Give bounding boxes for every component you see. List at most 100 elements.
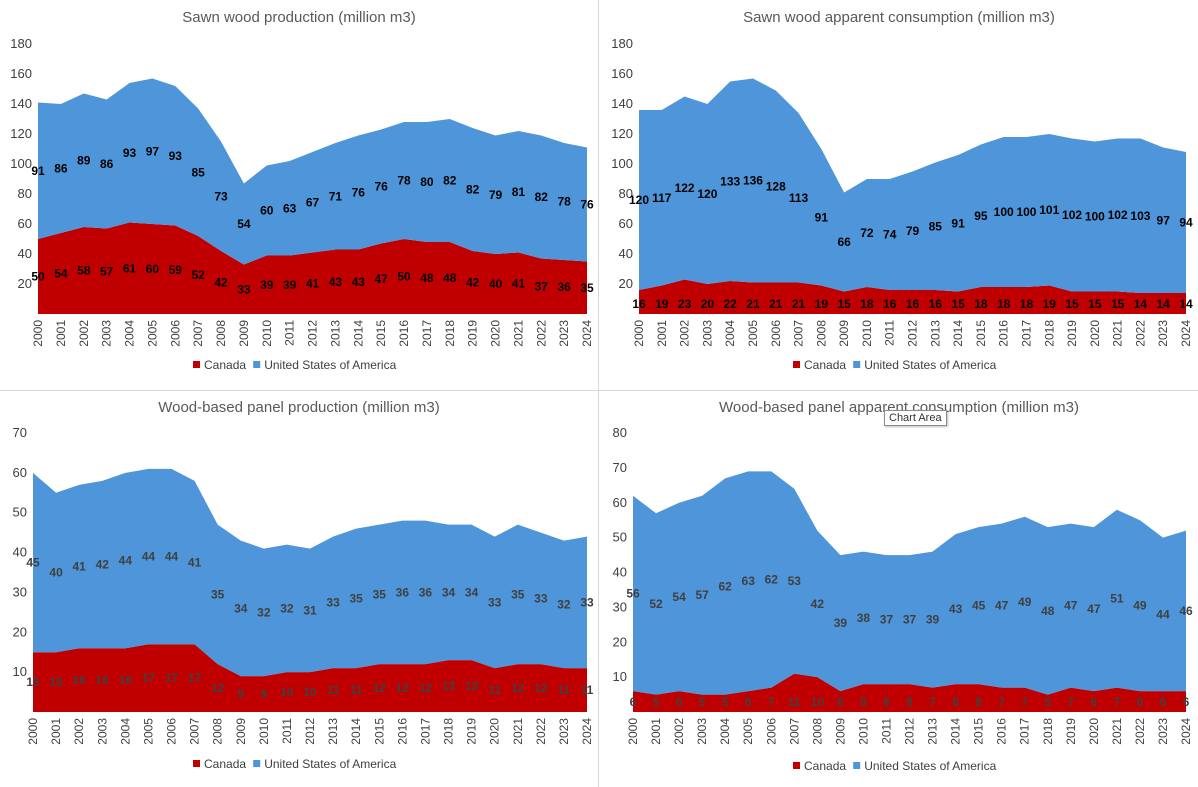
y-tick-label: 80 <box>18 186 32 201</box>
chart-sawn-wood-consumption[interactable]: Sawn wood apparent consumption (million … <box>600 0 1198 390</box>
legend-item-canada[interactable]: Canada <box>193 757 246 771</box>
x-tick-label: 2002 <box>678 320 692 347</box>
area-series-canada[interactable] <box>633 673 1186 712</box>
data-label-canada: 33 <box>237 282 251 296</box>
data-label-canada: 9 <box>237 687 244 701</box>
data-label-canada: 11 <box>350 683 363 697</box>
data-label-united-states-of-america: 78 <box>397 174 411 188</box>
data-label-united-states-of-america: 45 <box>972 599 986 613</box>
data-label-united-states-of-america: 32 <box>280 601 294 615</box>
data-label-canada: 8 <box>952 695 959 709</box>
data-label-united-states-of-america: 40 <box>49 566 63 580</box>
data-label-united-states-of-america: 120 <box>629 193 649 207</box>
chart-panel-consumption[interactable]: Wood-based panel apparent consumption (m… <box>600 392 1198 787</box>
chart-panel-panel-production[interactable]: Wood-based panel production (million m3)… <box>0 392 598 787</box>
data-label-canada: 50 <box>397 270 411 284</box>
area-series-united-states-of-america[interactable] <box>639 78 1186 294</box>
legend-item-united-states-of-america[interactable]: United States of America <box>253 358 397 372</box>
data-label-canada: 43 <box>329 275 343 289</box>
legend-item-canada[interactable]: Canada <box>793 759 846 773</box>
data-label-canada: 42 <box>214 276 228 290</box>
x-tick-label: 2010 <box>257 718 271 745</box>
area-series-united-states-of-america[interactable] <box>33 468 587 677</box>
data-label-united-states-of-america: 100 <box>994 205 1014 219</box>
legend-swatch <box>253 760 261 767</box>
x-tick-label: 2002 <box>72 718 86 745</box>
data-label-canada: 5 <box>722 695 729 709</box>
chart-panel-production[interactable]: Wood-based panel production (million m3)… <box>0 392 598 787</box>
y-tick-label: 10 <box>613 669 627 684</box>
data-label-united-states-of-america: 38 <box>857 611 871 625</box>
y-tick-label: 140 <box>611 96 633 111</box>
x-tick-label: 2021 <box>1110 718 1124 745</box>
area-series-canada[interactable] <box>33 644 587 712</box>
data-label-united-states-of-america: 76 <box>580 198 594 212</box>
data-label-canada: 13 <box>442 679 456 693</box>
x-tick-label: 2001 <box>649 718 663 745</box>
legend-item-united-states-of-america[interactable]: United States of America <box>253 757 397 771</box>
chart-sawn-wood-production[interactable]: Sawn wood production (million m3) 20 40 60 8… <box>0 0 598 390</box>
data-label-canada: 50 <box>31 270 45 284</box>
legend-item-united-states-of-america[interactable]: United States of America <box>853 358 997 372</box>
data-label-canada: 35 <box>580 281 594 295</box>
data-label-canada: 21 <box>769 297 783 311</box>
x-tick-label: 2018 <box>1041 718 1055 745</box>
data-label-canada: 7 <box>998 695 1005 709</box>
x-tick-label: 2019 <box>1065 320 1079 347</box>
data-label-united-states-of-america: 63 <box>283 201 297 215</box>
data-label-united-states-of-america: 34 <box>234 601 248 615</box>
data-label-united-states-of-america: 37 <box>903 613 917 627</box>
legend-swatch <box>853 762 861 769</box>
x-tick-label: 2000 <box>626 718 640 745</box>
x-tick-label: 2009 <box>833 718 847 745</box>
x-tick-label: 2003 <box>695 718 709 745</box>
data-label-canada: 40 <box>489 277 503 291</box>
legend-item-united-states-of-america[interactable]: United States of America <box>853 759 997 773</box>
data-label-canada: 11 <box>788 695 801 709</box>
data-label-united-states-of-america: 74 <box>883 228 897 242</box>
data-label-united-states-of-america: 122 <box>675 181 695 195</box>
data-label-united-states-of-america: 46 <box>1179 604 1193 618</box>
data-label-canada: 12 <box>534 681 548 695</box>
area-series-canada[interactable] <box>639 279 1186 315</box>
x-tick-label: 2020 <box>488 718 502 745</box>
data-label-canada: 18 <box>974 297 988 311</box>
x-tick-label: 2018 <box>442 718 456 745</box>
data-label-united-states-of-america: 33 <box>580 595 594 609</box>
data-label-united-states-of-america: 35 <box>349 591 363 605</box>
x-tick-label: 2024 <box>580 718 594 745</box>
x-tick-label: 2023 <box>557 320 571 347</box>
data-label-united-states-of-america: 93 <box>169 149 183 163</box>
area-series-canada[interactable] <box>38 222 587 315</box>
x-tick-label: 2014 <box>951 320 965 347</box>
chart-panel-sawn-wood-production[interactable]: Sawn wood production (million m3) 20 40 60 8… <box>0 0 598 390</box>
legend-item-canada[interactable]: Canada <box>193 358 246 372</box>
data-label-canada: 11 <box>327 683 340 697</box>
data-label-canada: 21 <box>746 297 760 311</box>
data-label-canada: 7 <box>1114 695 1121 709</box>
data-label-united-states-of-america: 102 <box>1062 208 1082 222</box>
x-tick-label: 2007 <box>188 718 202 745</box>
x-tick-label: 2010 <box>856 718 870 745</box>
area-series-united-states-of-america[interactable] <box>633 471 1186 695</box>
x-tick-label: 2003 <box>95 718 109 745</box>
data-label-canada: 16 <box>632 297 646 311</box>
data-label-united-states-of-america: 32 <box>557 597 571 611</box>
area-series-united-states-of-america[interactable] <box>38 78 587 265</box>
chart-panel-panel-consumption[interactable]: Wood-based panel apparent consumption (m… <box>600 392 1198 787</box>
x-tick-label: 2011 <box>883 320 897 346</box>
chart-title: Wood-based panel apparent consumption (m… <box>719 399 1079 416</box>
legend-item-canada[interactable]: Canada <box>793 358 846 372</box>
legend-swatch <box>193 361 200 368</box>
data-label-canada: 43 <box>352 275 366 289</box>
data-label-canada: 6 <box>1137 695 1144 709</box>
y-tick-label: 30 <box>613 599 627 614</box>
data-label-united-states-of-america: 35 <box>211 587 225 601</box>
data-label-united-states-of-america: 80 <box>420 175 434 189</box>
x-tick-label: 2003 <box>700 320 714 347</box>
chart-panel-sawn-wood-consumption[interactable]: Sawn wood apparent consumption (million … <box>600 0 1198 390</box>
y-tick-label: 180 <box>10 36 32 51</box>
x-tick-label: 2013 <box>326 718 340 745</box>
data-label-united-states-of-america: 53 <box>788 574 802 588</box>
data-label-canada: 11 <box>558 683 571 697</box>
